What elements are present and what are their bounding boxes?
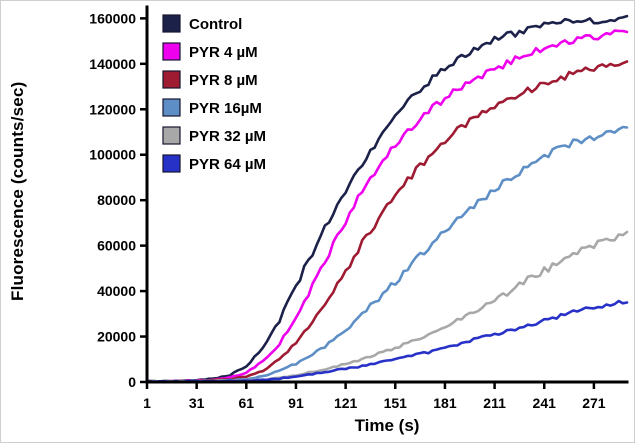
legend-label: Control [189,16,242,33]
legend-swatch [162,98,181,117]
series-line-6 [145,299,629,384]
legend-label: PYR 64 µM [189,156,266,173]
legend-label: PYR 16µM [189,100,262,117]
axes [145,5,629,384]
y-tick-label: 20000 [97,329,136,345]
x-tick-label: 211 [483,395,506,411]
series-line-2 [145,29,629,384]
y-tick-label: 0 [128,374,136,390]
legend-label: PYR 32 µM [189,128,266,145]
legend-swatch [162,70,181,89]
y-tick-label: 140000 [89,56,136,72]
x-tick-label: 31 [189,395,205,411]
legend-label: PYR 4 µM [189,44,258,61]
legend-swatch [162,42,181,61]
y-tick-label: 80000 [97,192,136,208]
x-tick-label: 61 [239,395,255,411]
y-tick-label: 100000 [89,147,136,163]
y-tick-label: 40000 [97,283,136,299]
x-tick-label: 151 [384,395,408,411]
legend-label: PYR 8 µM [189,72,258,89]
x-axis-label: Time (s) [354,416,420,435]
x-tick-label: 91 [288,395,304,411]
x-tick-label: 1 [143,395,151,411]
legend-swatch [162,154,181,173]
legend-swatch [162,126,181,145]
y-tick-label: 160000 [89,10,136,26]
x-tick-label: 271 [582,395,606,411]
series-line-1 [145,14,629,383]
x-tick-label: 121 [334,395,358,411]
y-tick-label: 60000 [97,238,136,254]
legend-swatch [162,14,181,33]
y-tick-label: 120000 [89,101,136,117]
x-tick-label: 181 [433,395,457,411]
x-tick-label: 241 [533,395,557,411]
